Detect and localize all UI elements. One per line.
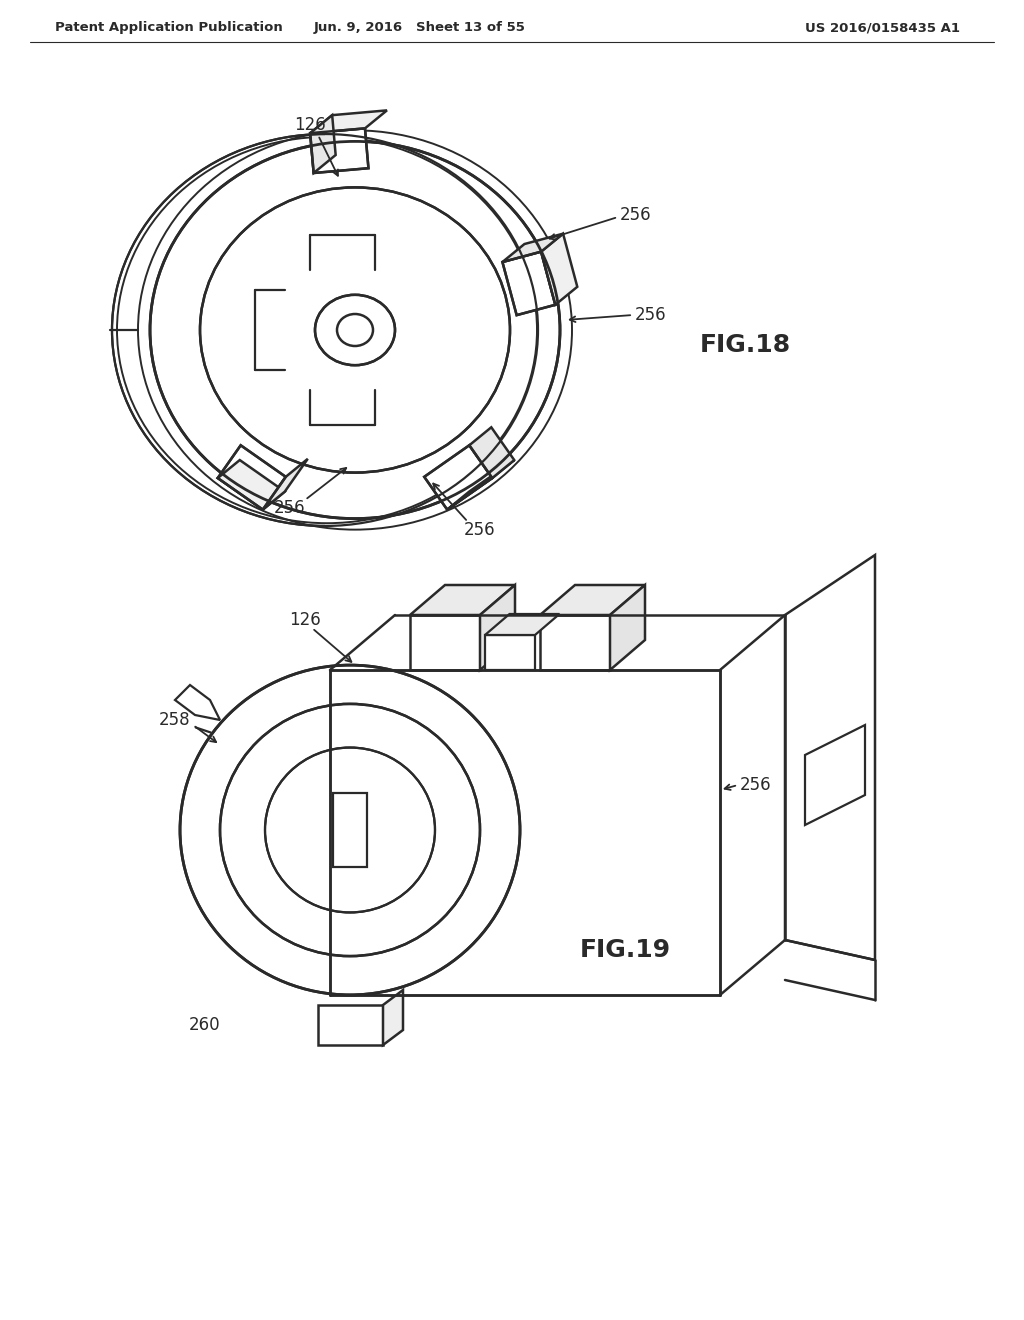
Text: 256: 256 bbox=[620, 206, 651, 224]
Polygon shape bbox=[503, 234, 563, 263]
Polygon shape bbox=[175, 685, 220, 719]
Text: FIG.19: FIG.19 bbox=[580, 939, 671, 962]
Text: US 2016/0158435 A1: US 2016/0158435 A1 bbox=[805, 21, 961, 34]
Text: 256: 256 bbox=[464, 521, 496, 539]
Polygon shape bbox=[541, 234, 578, 305]
Polygon shape bbox=[318, 1005, 383, 1045]
Polygon shape bbox=[503, 252, 555, 315]
Polygon shape bbox=[383, 990, 403, 1045]
Text: 260: 260 bbox=[189, 1016, 221, 1034]
Polygon shape bbox=[540, 585, 645, 615]
Text: 126: 126 bbox=[294, 116, 326, 135]
Text: 258: 258 bbox=[159, 711, 190, 729]
Polygon shape bbox=[310, 128, 369, 173]
Polygon shape bbox=[540, 615, 610, 671]
Polygon shape bbox=[480, 585, 515, 671]
Text: 256: 256 bbox=[635, 306, 667, 323]
Polygon shape bbox=[333, 793, 367, 867]
Polygon shape bbox=[410, 615, 480, 671]
Polygon shape bbox=[469, 428, 514, 478]
Polygon shape bbox=[263, 459, 308, 510]
Text: 256: 256 bbox=[274, 499, 306, 517]
Polygon shape bbox=[310, 111, 387, 133]
Text: 256: 256 bbox=[740, 776, 772, 795]
Polygon shape bbox=[310, 115, 336, 173]
Text: 126: 126 bbox=[289, 611, 321, 630]
Text: Jun. 9, 2016   Sheet 13 of 55: Jun. 9, 2016 Sheet 13 of 55 bbox=[314, 21, 526, 34]
Polygon shape bbox=[485, 614, 559, 635]
Polygon shape bbox=[218, 445, 286, 510]
Polygon shape bbox=[785, 554, 874, 960]
Polygon shape bbox=[424, 445, 493, 510]
Polygon shape bbox=[218, 461, 285, 510]
Text: FIG.18: FIG.18 bbox=[700, 333, 792, 356]
Polygon shape bbox=[447, 461, 514, 510]
Text: Patent Application Publication: Patent Application Publication bbox=[55, 21, 283, 34]
Polygon shape bbox=[410, 585, 515, 615]
Polygon shape bbox=[485, 635, 535, 671]
Polygon shape bbox=[610, 585, 645, 671]
Ellipse shape bbox=[337, 314, 373, 346]
